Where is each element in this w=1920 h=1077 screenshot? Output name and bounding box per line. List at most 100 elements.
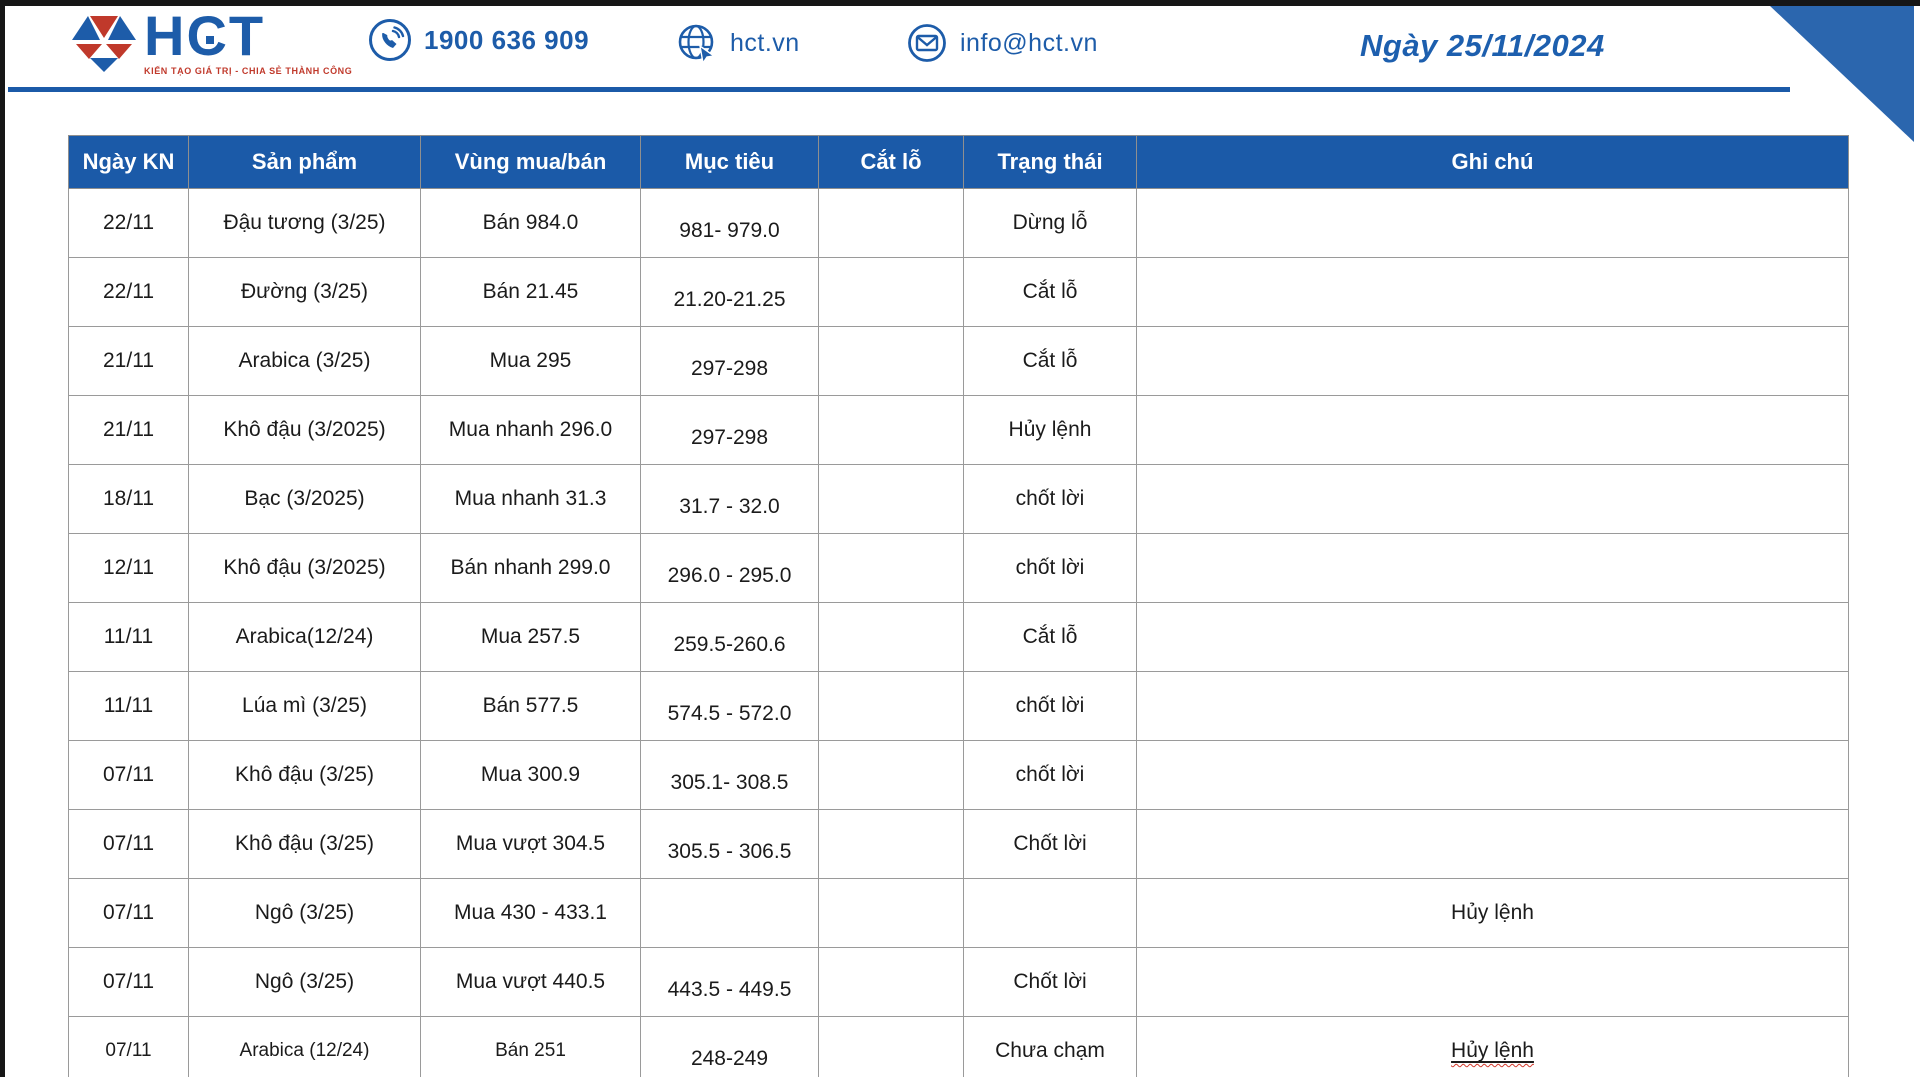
cell-Ngày KN: 11/11 [68,602,189,672]
cell-Ghi chú [1136,602,1849,672]
hct-logo-diamond-icon [72,16,136,72]
email-link[interactable]: info@hct.vn [960,28,1098,57]
cell-Mục tiêu: 305.5 - 306.5 [640,809,819,879]
cell-Trạng thái: Dừng lỗ [963,188,1137,258]
cell-Vùng mua/bán: Mua 300.9 [420,740,641,810]
cell-Sản phẩm: Arabica (3/25) [188,326,421,396]
header-divider [8,87,1790,92]
cell-Cắt lỗ [818,464,964,534]
cell-Ngày KN: 07/11 [68,740,189,810]
cell-Cắt lỗ [818,809,964,879]
corner-triangle-decoration [1770,6,1914,142]
phone-number: 1900 636 909 [424,24,590,55]
cell-Vùng mua/bán: Bán 577.5 [420,671,641,741]
logo-tagline: KIẾN TẠO GIÁ TRỊ - CHIA SẺ THÀNH CÔNG [144,66,353,76]
table-header-row: Ngày KN Sản phẩm Vùng mua/bán Mục tiêu Cắt l… [68,135,1849,189]
cell-Ngày KN: 18/11 [68,464,189,534]
cell-Trạng thái: chốt lời [963,740,1137,810]
cell-Vùng mua/bán: Mua vượt 440.5 [420,947,641,1017]
cell-Ngày KN: 22/11 [68,257,189,327]
recommendations-table: Ngày KN Sản phẩm Vùng mua/bán Mục tiêu Cắt l… [68,135,1849,1077]
table-row: 21/11 Khô đậu (3/2025) Mua nhanh 296.0 297-… [68,395,1849,465]
cell-Ngày KN: 07/11 [68,1016,189,1077]
cell-Sản phẩm: Khô đậu (3/2025) [188,533,421,603]
cell-Ghi chú [1136,257,1849,327]
cell-Trạng thái: chốt lời [963,671,1137,741]
table-row: 07/11 Khô đậu (3/25) Mua vượt 304.5 305.5 -… [68,809,1849,879]
cell-Ngày KN: 07/11 [68,809,189,879]
cell-Ghi chú [1136,395,1849,465]
cell-Cắt lỗ [818,326,964,396]
screenshot-top-edge [0,0,1920,6]
cell-Vùng mua/bán: Mua nhanh 31.3 [420,464,641,534]
cell-Mục tiêu: 259.5-260.6 [640,602,819,672]
email-contact[interactable]: info@hct.vn [906,22,1098,64]
table-row: 21/11 Arabica (3/25) Mua 295 297-298 Cắt lỗ [68,326,1849,396]
cell-Sản phẩm: Khô đậu (3/25) [188,809,421,879]
cell-Sản phẩm: Ngô (3/25) [188,947,421,1017]
cell-Mục tiêu: 31.7 - 32.0 [640,464,819,534]
cell-Cắt lỗ [818,878,964,948]
column-header-0: Ngày KN [68,135,189,189]
cell-Ghi chú [1136,671,1849,741]
cell-Ghi chú [1136,740,1849,810]
cell-Vùng mua/bán: Bán nhanh 299.0 [420,533,641,603]
cell-Cắt lỗ [818,1016,964,1077]
table-row: 07/11 Ngô (3/25) Mua 430 - 433.1 Hủy lệnh [68,878,1849,948]
phone-icon [369,19,411,61]
logo-c-dot [206,36,214,44]
table-row: 07/11 Arabica (12/24) Bán 251 248-249 Chưa c… [68,1016,1849,1077]
cell-Trạng thái: Cắt lỗ [963,257,1137,327]
cell-Ngày KN: 07/11 [68,947,189,1017]
table-row: 18/11 Bạc (3/2025) Mua nhanh 31.3 31.7 - 32… [68,464,1849,534]
table-row: 07/11 Ngô (3/25) Mua vượt 440.5 443.5 - 449… [68,947,1849,1017]
cell-Trạng thái: Cắt lỗ [963,326,1137,396]
cell-Sản phẩm: Arabica(12/24) [188,602,421,672]
website-contact[interactable]: hct.vn [676,22,800,64]
cell-Cắt lỗ [818,257,964,327]
phone-contact: 1900 636 909 [368,18,589,62]
cell-Sản phẩm: Đường (3/25) [188,257,421,327]
cell-Mục tiêu: 21.20-21.25 [640,257,819,327]
cell-Ngày KN: 12/11 [68,533,189,603]
email-icon [908,24,946,62]
table-row: 07/11 Khô đậu (3/25) Mua 300.9 305.1- 308.5… [68,740,1849,810]
cell-Mục tiêu: 443.5 - 449.5 [640,947,819,1017]
cell-Vùng mua/bán: Mua 257.5 [420,602,641,672]
cell-Ghi chú: Hủy lệnh [1136,878,1849,948]
table-row: 22/11 Đậu tương (3/25) Bán 984.0 981- 979.0… [68,188,1849,258]
cell-Mục tiêu: 248-249 [640,1016,819,1077]
cell-Ngày KN: 21/11 [68,326,189,396]
hct-logo: HCT KIẾN TẠO GIÁ TRỊ - CHIA SẺ THÀNH CÔN… [70,8,352,76]
table-row: 11/11 Arabica(12/24) Mua 257.5 259.5-260.6 C… [68,602,1849,672]
cell-Vùng mua/bán: Bán 21.45 [420,257,641,327]
cell-Sản phẩm: Khô đậu (3/25) [188,740,421,810]
cell-Ghi chú [1136,188,1849,258]
screenshot-left-edge [0,0,5,1077]
cell-Ngày KN: 07/11 [68,878,189,948]
cell-Ghi chú [1136,533,1849,603]
column-header-3: Mục tiêu [640,135,819,189]
logo-text: HCT [144,4,266,67]
cell-Sản phẩm: Ngô (3/25) [188,878,421,948]
cell-Ngày KN: 22/11 [68,188,189,258]
table-row: 12/11 Khô đậu (3/2025) Bán nhanh 299.0 296.… [68,533,1849,603]
cell-Ngày KN: 21/11 [68,395,189,465]
cell-Ghi chú [1136,326,1849,396]
cell-Mục tiêu: 981- 979.0 [640,188,819,258]
cell-Trạng thái [963,878,1137,948]
cell-Trạng thái: chốt lời [963,533,1137,603]
cell-Cắt lỗ [818,602,964,672]
cell-Sản phẩm: Khô đậu (3/2025) [188,395,421,465]
website-link[interactable]: hct.vn [730,28,800,57]
cell-Sản phẩm: Đậu tương (3/25) [188,188,421,258]
cell-Trạng thái: Chốt lời [963,809,1137,879]
cell-Vùng mua/bán: Mua nhanh 296.0 [420,395,641,465]
cell-Vùng mua/bán: Mua vượt 304.5 [420,809,641,879]
cell-Mục tiêu [640,878,819,948]
cell-Mục tiêu: 297-298 [640,326,819,396]
cell-Mục tiêu: 574.5 - 572.0 [640,671,819,741]
cell-Cắt lỗ [818,740,964,810]
column-header-1: Sản phẩm [188,135,421,189]
